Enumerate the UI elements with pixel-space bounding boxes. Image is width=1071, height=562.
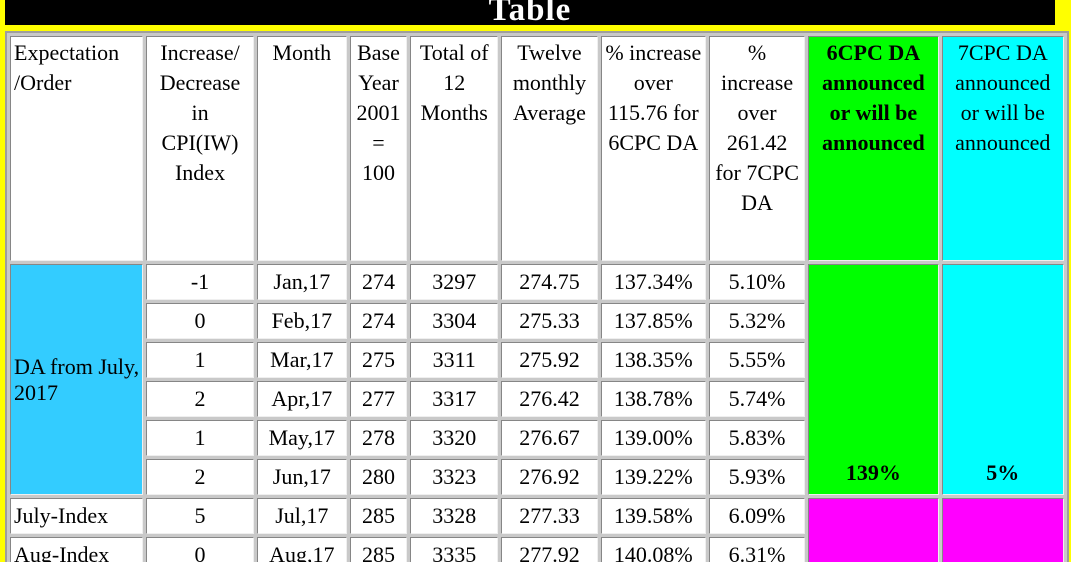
cell-month: Mar,17	[256, 342, 347, 378]
cell-pct7: 5.83%	[708, 420, 806, 456]
cell-pct6: 137.85%	[600, 303, 706, 339]
page-title: Table	[488, 0, 572, 25]
cell-row-label: Aug-Index	[10, 537, 144, 562]
page-title-bar: Table	[5, 0, 1055, 25]
col-header-6cpc-da-announced: 6CPC DA announced or will be announced	[808, 36, 939, 261]
cell-pct6: 137.34%	[600, 264, 706, 300]
cell-avg: 276.92	[501, 459, 598, 495]
cell-total: 3304	[410, 303, 499, 339]
cell-total: 3323	[410, 459, 499, 495]
cell-pct7: 5.32%	[708, 303, 806, 339]
col-header-7cpc-da-announced: 7CPC DA announced or will be announced	[941, 36, 1064, 261]
cell-6cpc-da-value: 139%	[808, 264, 939, 495]
table-row: DA from July, 2017 -1 Jan,17 274 3297 27…	[10, 264, 1064, 495]
cell-month: Jul,17	[256, 498, 347, 534]
cell-7cpc-da-value: 5%	[941, 264, 1064, 495]
cell-cpi: 0	[146, 303, 254, 339]
cell-base: 274	[349, 264, 408, 300]
cell-avg: 275.92	[501, 342, 598, 378]
cell-pct7: 5.10%	[708, 264, 806, 300]
table-row: 1 May,17 278 3320 276.67 139.00% 5.83%	[10, 420, 1064, 456]
table-row: 2 Apr,17 277 3317 276.42 138.78% 5.74%	[10, 381, 1064, 417]
col-header-pct-6cpc: % increase over 115.76 for 6CPC DA	[600, 36, 706, 261]
cell-total: 3297	[410, 264, 499, 300]
col-header-total-12-months: Total of 12 Months	[410, 36, 499, 261]
cell-avg: 276.67	[501, 420, 598, 456]
cell-base: 275	[349, 342, 408, 378]
cell-cpi: 2	[146, 381, 254, 417]
cell-pct7: 5.93%	[708, 459, 806, 495]
cell-cpi: 2	[146, 459, 254, 495]
cell-avg: 277.33	[501, 498, 598, 534]
col-header-expectation-order: Expectation /Order	[10, 36, 144, 261]
cell-avg: 274.75	[501, 264, 598, 300]
cell-base: 274	[349, 303, 408, 339]
cell-pct6: 139.00%	[600, 420, 706, 456]
cell-avg: 276.42	[501, 381, 598, 417]
cell-7cpc-da-pending	[941, 498, 1064, 562]
cell-total: 3320	[410, 420, 499, 456]
cell-month: May,17	[256, 420, 347, 456]
cell-base: 285	[349, 498, 408, 534]
cell-pct6: 138.35%	[600, 342, 706, 378]
cell-pct6: 140.08%	[600, 537, 706, 562]
cell-month: Feb,17	[256, 303, 347, 339]
cell-avg: 275.33	[501, 303, 598, 339]
cell-total: 3328	[410, 498, 499, 534]
cell-cpi: 1	[146, 342, 254, 378]
cell-total: 3317	[410, 381, 499, 417]
cell-pct7: 5.55%	[708, 342, 806, 378]
cell-cpi: 5	[146, 498, 254, 534]
table-row: Aug-Index 0 Aug,17 285 3335 277.92 140.0…	[10, 537, 1064, 562]
cell-month: Jun,17	[256, 459, 347, 495]
da-table: Expectation /Order Increase/ Decrease in…	[5, 31, 1069, 562]
cell-6cpc-da-pending	[808, 498, 939, 562]
cell-base: 278	[349, 420, 408, 456]
cell-base: 285	[349, 537, 408, 562]
cell-pct6: 139.58%	[600, 498, 706, 534]
cell-avg: 277.92	[501, 537, 598, 562]
col-header-cpi-index: Increase/ Decrease in CPI(IW) Index	[146, 36, 254, 261]
cell-pct6: 139.22%	[600, 459, 706, 495]
cell-cpi: 0	[146, 537, 254, 562]
cell-month: Jan,17	[256, 264, 347, 300]
col-header-base-year: Base Year 2001 = 100	[349, 36, 408, 261]
cell-pct7: 6.31%	[708, 537, 806, 562]
cell-total: 3311	[410, 342, 499, 378]
col-header-twelve-monthly-average: Twelve monthly Average	[501, 36, 598, 261]
header-row: Expectation /Order Increase/ Decrease in…	[10, 36, 1064, 261]
cell-pct7: 6.09%	[708, 498, 806, 534]
cell-row-label: July-Index	[10, 498, 144, 534]
section-label-cell: DA from July, 2017	[10, 264, 144, 495]
cell-total: 3335	[410, 537, 499, 562]
cell-month: Aug,17	[256, 537, 347, 562]
cell-month: Apr,17	[256, 381, 347, 417]
cell-base: 277	[349, 381, 408, 417]
cell-base: 280	[349, 459, 408, 495]
table-row: July-Index 5 Jul,17 285 3328 277.33 139.…	[10, 498, 1064, 562]
cell-pct6: 138.78%	[600, 381, 706, 417]
cell-cpi: 1	[146, 420, 254, 456]
col-header-month: Month	[256, 36, 347, 261]
col-header-pct-7cpc: % increase over 261.42 for 7CPC DA	[708, 36, 806, 261]
cell-cpi: -1	[146, 264, 254, 300]
table-row: 0 Feb,17 274 3304 275.33 137.85% 5.32%	[10, 303, 1064, 339]
table-row: 2 Jun,17 280 3323 276.92 139.22% 5.93%	[10, 459, 1064, 495]
table-row: 1 Mar,17 275 3311 275.92 138.35% 5.55%	[10, 342, 1064, 378]
cell-pct7: 5.74%	[708, 381, 806, 417]
